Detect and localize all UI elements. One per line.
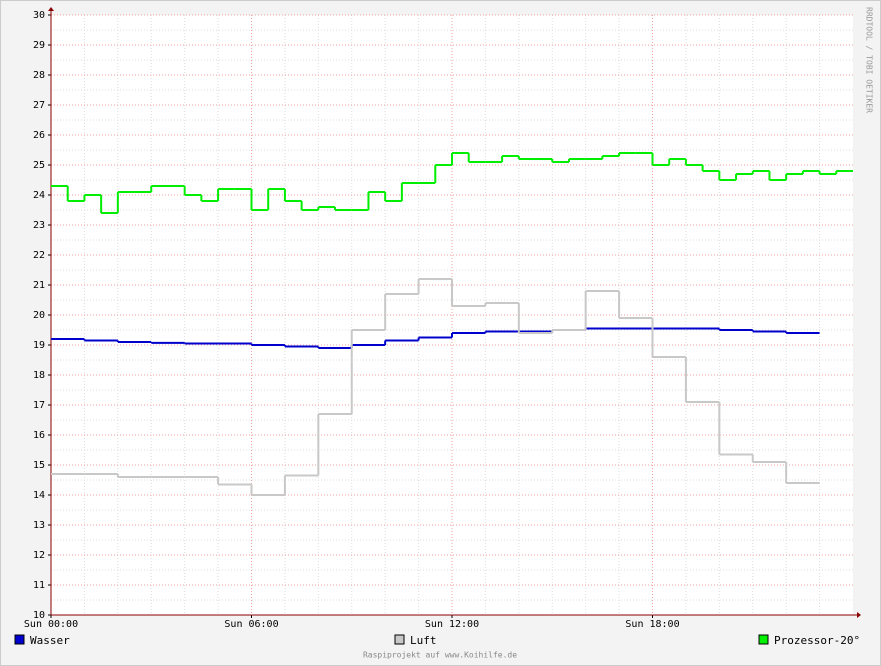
legend-label: Luft (410, 634, 437, 647)
x-tick-label: Sun 12:00 (425, 619, 479, 630)
axis-arrow (857, 612, 861, 618)
axis-arrow (48, 7, 54, 11)
y-tick-label: 10 (33, 610, 45, 621)
y-tick-label: 15 (33, 460, 45, 471)
x-tick-label: Sun 18:00 (625, 619, 679, 630)
y-tick-label: 18 (33, 370, 45, 381)
y-tick-label: 26 (33, 130, 45, 141)
y-tick-label: 17 (33, 400, 45, 411)
y-tick-label: 27 (33, 100, 45, 111)
x-tick-label: Sun 06:00 (224, 619, 278, 630)
legend-swatch (758, 634, 769, 645)
y-tick-label: 22 (33, 250, 45, 261)
legend-label: Prozessor-20° (774, 634, 860, 647)
y-tick-label: 29 (33, 40, 45, 51)
legend-swatch (394, 634, 405, 645)
y-tick-label: 25 (33, 160, 45, 171)
y-tick-label: 20 (33, 310, 45, 321)
y-tick-label: 16 (33, 430, 45, 441)
marks (51, 152, 853, 496)
y-tick-label: 24 (33, 190, 45, 201)
x-tick-label: Sun 00:00 (24, 619, 78, 630)
y-tick-label: 13 (33, 520, 45, 531)
labels: 10 11 12 13 14 15 16 17 18 19 20 21 22 23 24 25 26 27 28 29… (14, 10, 860, 647)
side-label: RRDTOOL / TOBI OETIKER (865, 7, 874, 113)
legend-label: Wasser (30, 634, 70, 647)
footer: Raspiprojekt auf www.Koihilfe.de (363, 651, 517, 660)
y-tick-label: 30 (33, 10, 45, 21)
y-tick-label: 23 (33, 220, 45, 231)
y-tick-label: 11 (33, 580, 45, 591)
legend-swatch (14, 634, 25, 645)
y-tick-label: 28 (33, 70, 45, 81)
y-tick-label: 12 (33, 550, 45, 561)
y-tick-label: 19 (33, 340, 45, 351)
y-tick-label: 14 (33, 490, 45, 501)
y-tick-label: 21 (33, 280, 45, 291)
